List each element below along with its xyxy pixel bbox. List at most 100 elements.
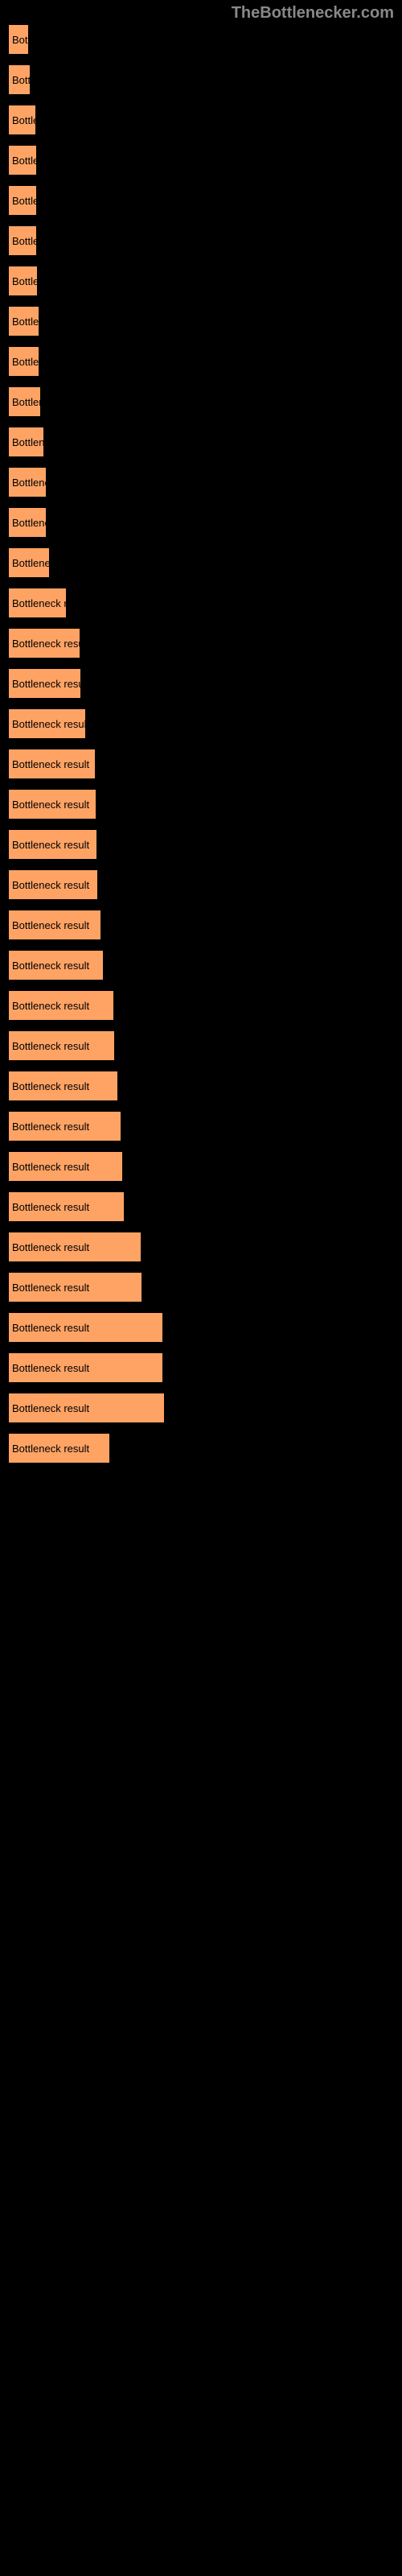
bar-value-label: 15.2%: [70, 597, 100, 609]
chart-bar: Bottleneck result: [8, 1071, 118, 1101]
bar-value-label: 19.0%: [84, 678, 114, 690]
bar-wrapper: Bottleneck result27.8%: [8, 1030, 394, 1061]
bar-label: Bottleneck result: [12, 758, 89, 770]
bar-label: Bottleneck result: [12, 1362, 89, 1374]
bar-value-label: 23.0%: [100, 799, 129, 811]
chart-bar: Bottleneck result: [8, 1111, 121, 1141]
bar-label: Bottlene: [12, 477, 46, 489]
bar-value-label: 10.2%: [50, 517, 80, 529]
bar-row: Bottle8.2%: [8, 346, 394, 377]
bar-row: Bottleneck result34.7%: [8, 1272, 394, 1302]
bar-row: Bottle7.3%: [8, 145, 394, 175]
bar-row: Bottleneck result 23.0%: [8, 789, 394, 819]
bar-wrapper: Bottleneck result40.6%: [8, 1393, 394, 1423]
bar-wrapper: Bottleneck result29.7%: [8, 1151, 394, 1182]
chart-bar: Bottle: [8, 225, 37, 256]
chart-bar: Bottlene: [8, 467, 47, 497]
bar-wrapper: Bottleneck result 24.7%: [8, 950, 394, 980]
bar-row: Bottleneck result20.3%: [8, 708, 394, 739]
chart-bar: Bottle: [8, 346, 39, 377]
bar-row: Bottleneck result 23.1%: [8, 829, 394, 860]
bar-value-label: 8.2%: [43, 316, 67, 328]
bar-label: Bottleneck resu: [12, 678, 80, 690]
bar-value-label: 22.8%: [99, 758, 129, 770]
bar-row: Bottleneck result24.1%: [8, 910, 394, 940]
bar-label: Bottleneck result: [12, 1282, 89, 1294]
bar-row: Bottlene 10.1%: [8, 467, 394, 497]
chart-bar: Bottleneck result: [8, 708, 86, 739]
chart-bar: Bottleneck result: [8, 990, 114, 1021]
bar-wrapper: Bott4.2%: [8, 24, 394, 55]
chart-bar: Bottlen: [8, 386, 41, 417]
bar-row: Bottleneck result 40.3%: [8, 1352, 394, 1383]
bar-value-label: 7.4%: [40, 195, 64, 207]
bar-wrapper: Bottleneck result 30.3%: [8, 1191, 394, 1222]
bar-wrapper: Bottleneck result40.2%: [8, 1312, 394, 1343]
chart-bar: Bottle: [8, 185, 37, 216]
bar-label: Bottlen: [12, 436, 43, 448]
bar-wrapper: Bottleneck result 18.7%: [8, 628, 394, 658]
chart-bar: Bottleneck result: [8, 1030, 115, 1061]
chart-bar: Bottle: [8, 306, 39, 336]
bar-label: Bott: [12, 34, 28, 46]
bar-wrapper: Bottle 8.2%: [8, 306, 394, 336]
bar-row: Bottleneck re15.2%: [8, 588, 394, 618]
bar-value-label: 23.4%: [101, 879, 131, 891]
bar-wrapper: Bottle7.8%: [8, 266, 394, 296]
bar-row: Bottleneck result27.8%: [8, 1030, 394, 1061]
bar-wrapper: Bottleneck result 23.0%: [8, 789, 394, 819]
bar-wrapper: Bott5.1%: [8, 64, 394, 95]
bar-value-label: 40.3%: [166, 1362, 196, 1374]
bar-row: Bottleneck result29.3%: [8, 1111, 394, 1141]
bar-value-label: 24.7%: [107, 960, 137, 972]
bar-value-label: 9.4%: [47, 436, 72, 448]
bar-row: Bott5.1%: [8, 64, 394, 95]
bar-value-label: 7.3%: [40, 155, 64, 167]
bar-value-label: 30.3%: [128, 1201, 158, 1213]
chart-bar: Bottlen: [8, 427, 44, 457]
chart-bar: Bottleneck re: [8, 588, 67, 618]
bar-label: Bottlene: [12, 517, 46, 529]
bar-wrapper: Bottleneck result 22.8%: [8, 749, 394, 779]
chart-bar: Bottle: [8, 266, 38, 296]
bar-value-label: 10.1%: [50, 477, 80, 489]
bar-label: Bottleneck result: [12, 960, 89, 972]
bar-row: Bottleneck result: [8, 1433, 394, 1463]
bar-wrapper: Bottleneck result 23.4%: [8, 869, 394, 900]
bar-label: Bottlen: [12, 396, 40, 408]
bar-label: Bottleneck result: [12, 839, 89, 851]
bar-value-label: 23.1%: [100, 839, 130, 851]
bar-label: Bottlenec: [12, 557, 49, 569]
bar-row: Bottle 8.2%: [8, 306, 394, 336]
bar-label: Bottleneck result: [12, 1443, 89, 1455]
bar-row: Bottle7.5%: [8, 225, 394, 256]
chart-bar: Bottleneck result: [8, 829, 97, 860]
bar-value-label: 40.6%: [168, 1402, 198, 1414]
bar-wrapper: Bottleneck resu 19.0%: [8, 668, 394, 699]
bar-wrapper: Bottleneck result27.6%: [8, 990, 394, 1021]
bar-wrapper: Bottleneck result34.7%: [8, 1272, 394, 1302]
bar-label: Bottle: [12, 356, 39, 368]
bar-row: Bottleneck result 22.8%: [8, 749, 394, 779]
bar-wrapper: Bottleneck re15.2%: [8, 588, 394, 618]
bar-label: Bottleneck result: [12, 1040, 89, 1052]
chart-bar: Bottleneck result: [8, 869, 98, 900]
bar-row: Bottleneck result34.5%: [8, 1232, 394, 1262]
bar-label: Bottleneck result: [12, 638, 80, 650]
chart-bar: Bottleneck result: [8, 1272, 142, 1302]
bar-label: Bottleneck result: [12, 718, 85, 730]
bar-value-label: 18.7%: [84, 638, 113, 650]
bar-label: Bottleneck result: [12, 799, 89, 811]
chart-bar: Bottleneck result: [8, 910, 101, 940]
bar-label: Bottleneck result: [12, 1161, 89, 1173]
chart-bar: Bottleneck result: [8, 749, 96, 779]
bar-label: Bottleneck result: [12, 1201, 89, 1213]
bar-label: Bottle: [12, 114, 35, 126]
chart-bar: Bottleneck result: [8, 950, 104, 980]
bar-row: Bottlene 10.2%: [8, 507, 394, 538]
bar-label: Bott: [12, 74, 30, 86]
bar-row: Bottle7.8%: [8, 266, 394, 296]
bar-label: Bottleneck result: [12, 879, 89, 891]
bar-wrapper: Bottle8.2%: [8, 346, 394, 377]
bar-wrapper: Bottleneck result 23.1%: [8, 829, 394, 860]
